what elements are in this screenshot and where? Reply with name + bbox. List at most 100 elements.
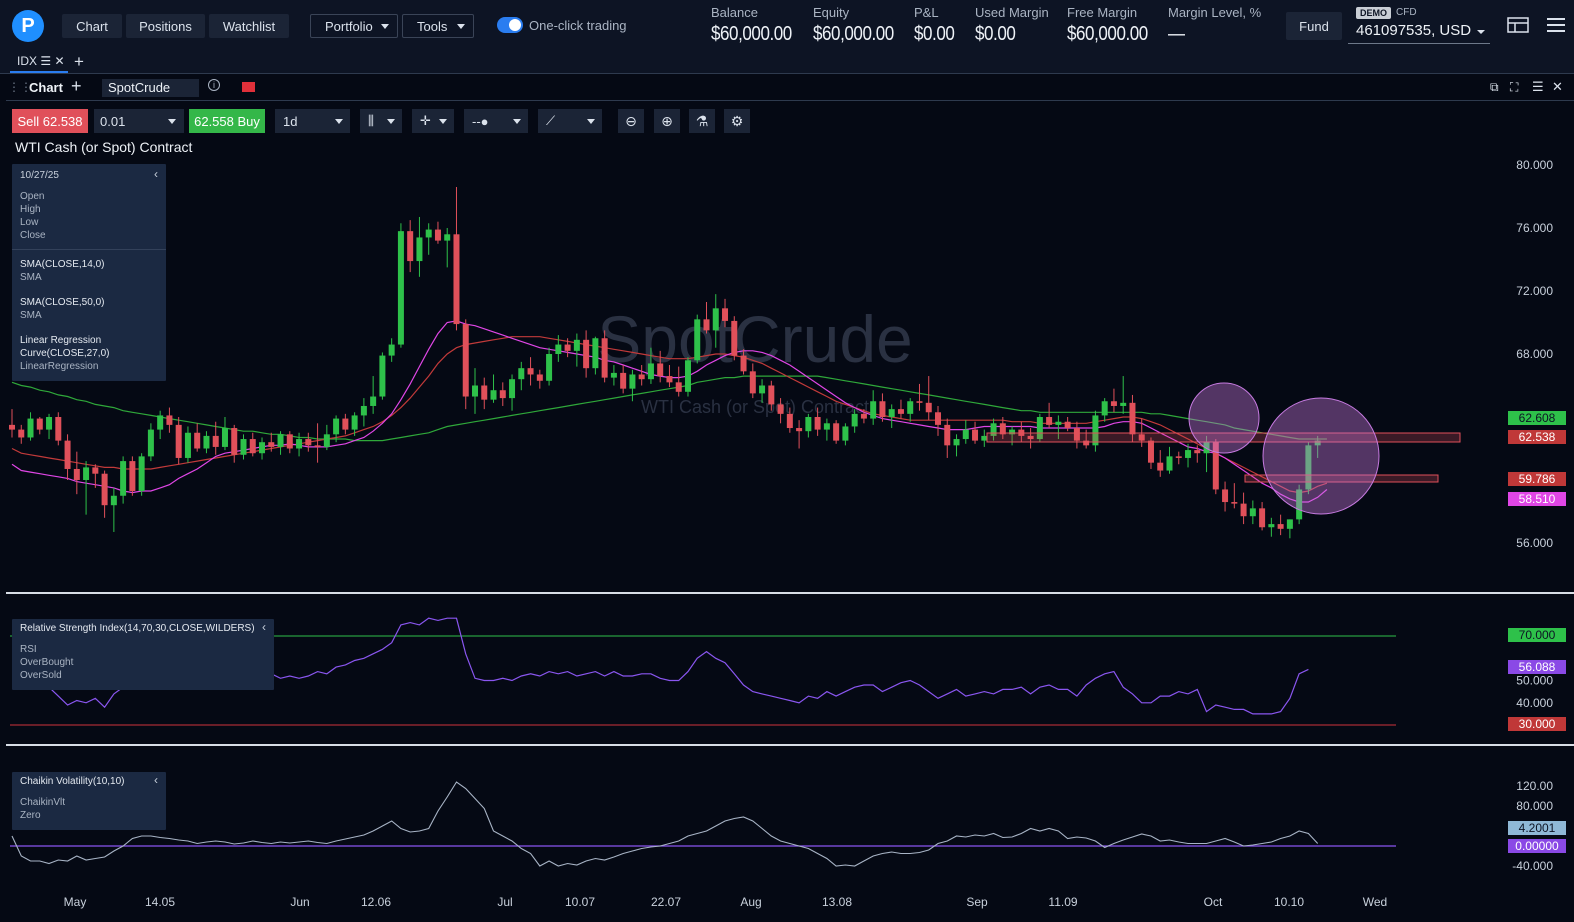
crosshair-dropdown[interactable]: ✛ — [412, 109, 454, 133]
chaikin-legend-item: ChaikinVlt — [20, 797, 66, 808]
nav-watchlist-button[interactable]: Watchlist — [209, 14, 289, 38]
candle — [46, 417, 53, 430]
add-chart-icon[interactable]: + — [71, 76, 82, 96]
app-logo[interactable]: P — [12, 10, 44, 42]
candle — [1036, 417, 1043, 440]
close-icon[interactable]: ✕ — [1552, 79, 1563, 94]
portfolio-label: Portfolio — [325, 18, 373, 34]
candle — [731, 320, 738, 356]
drag-handle-icon[interactable]: ⋮⋮ — [8, 80, 32, 94]
collapse-icon[interactable]: ‹ — [154, 167, 158, 181]
fullscreen-icon[interactable]: ⛶ — [1510, 80, 1519, 94]
candle — [425, 229, 432, 238]
account-selector[interactable]: DEMO CFD 461097535, USD — [1348, 4, 1490, 44]
chevron-down-icon — [381, 24, 389, 29]
candle — [749, 371, 756, 394]
candle — [620, 372, 627, 389]
rsi-legend-item: OverSold — [20, 670, 62, 681]
candle — [1314, 440, 1321, 446]
layout-icon[interactable] — [1507, 16, 1529, 34]
candle — [1194, 450, 1201, 454]
x-axis-tick: 10.07 — [565, 895, 595, 909]
candle — [305, 439, 312, 446]
collapse-icon[interactable]: ‹ — [154, 773, 158, 787]
info-icon[interactable]: i — [208, 79, 220, 91]
x-axis-tick: May — [64, 895, 87, 909]
candle — [925, 402, 932, 413]
fund-button[interactable]: Fund — [1286, 12, 1342, 40]
chart-tab-label[interactable]: Chart — [29, 80, 63, 95]
candle — [110, 495, 117, 506]
candle — [416, 237, 423, 262]
candle — [314, 445, 321, 447]
one-click-toggle[interactable] — [497, 17, 523, 33]
flask-icon[interactable]: ⚗ — [689, 109, 715, 133]
candle — [1138, 434, 1145, 441]
legend-sma50[interactable]: SMA(CLOSE,50,0) — [20, 297, 105, 308]
candle — [221, 428, 228, 447]
nav-positions-button[interactable]: Positions — [126, 14, 205, 38]
popout-icon[interactable]: ⧉ — [1490, 80, 1499, 94]
legend-sma14[interactable]: SMA(CLOSE,14,0) — [20, 259, 105, 270]
portfolio-dropdown[interactable]: Portfolio — [310, 14, 398, 38]
x-axis-tick: 13.08 — [822, 895, 852, 909]
candle — [9, 424, 15, 430]
nav-chart-button[interactable]: Chart — [62, 14, 122, 38]
line-style-dropdown[interactable]: --● — [464, 109, 528, 133]
candle — [777, 404, 784, 414]
symbol-input[interactable]: SpotCrude — [102, 79, 199, 97]
candle — [860, 413, 867, 419]
candle — [916, 401, 923, 403]
interval-dropdown[interactable]: 1d — [275, 109, 350, 133]
collapse-icon[interactable]: ‹ — [262, 620, 266, 634]
candle — [703, 319, 710, 331]
add-tab-icon[interactable]: + — [74, 52, 84, 71]
chart-canvas[interactable]: SpotCrude WTI Cash (or Spot) Contract 80.… — [0, 140, 1574, 922]
chevron-down-icon — [1477, 30, 1485, 34]
candle — [629, 374, 636, 389]
legend-lr-sub: LinearRegression — [20, 361, 99, 372]
one-click-label: One-click trading — [529, 18, 627, 33]
candle — [657, 363, 664, 377]
chart-title: WTI Cash (or Spot) Contract — [15, 139, 193, 155]
menu-icon[interactable] — [1546, 16, 1566, 34]
chart-menu-icon[interactable]: ☰ — [1532, 79, 1544, 94]
chaikin-legend-title[interactable]: Chaikin Volatility(10,10) — [20, 776, 125, 787]
main-legend: 10/27/25 ‹ Open High Low Close SMA(CLOSE… — [12, 164, 166, 381]
candle — [138, 456, 145, 492]
close-icon[interactable]: ✕ — [54, 54, 65, 68]
candles-icon: ⫼ — [368, 113, 374, 128]
candle — [675, 382, 682, 392]
chevron-down-icon — [587, 119, 595, 124]
rsi-legend-item: RSI — [20, 644, 37, 655]
chart-type-dropdown[interactable]: ⫼ — [360, 109, 402, 133]
price-tag-lr: 59.786 — [1508, 472, 1566, 486]
tab-menu-icon[interactable]: ☰ — [40, 54, 52, 68]
margin-level-label: Margin Level, % — [1168, 5, 1262, 20]
candle — [203, 435, 210, 449]
candle — [583, 339, 590, 369]
interval-value: 1d — [283, 113, 298, 129]
candle — [666, 376, 673, 383]
legend-lr[interactable]: Linear Regression Curve(CLOSE,27,0) — [20, 335, 110, 359]
x-axis-tick: Oct — [1204, 895, 1223, 909]
zoom-in-icon[interactable]: ⊕ — [654, 109, 680, 133]
sell-button[interactable]: Sell 62.538 — [12, 109, 88, 133]
tab-idx[interactable]: IDX ☰ ✕ — [17, 54, 65, 68]
quantity-dropdown[interactable]: 0.01 — [94, 109, 184, 133]
market-status-icon — [242, 82, 255, 92]
chevron-down-icon — [457, 24, 465, 29]
rsi-legend-title[interactable]: Relative Strength Index(14,70,30,CLOSE,W… — [20, 623, 255, 634]
settings-icon[interactable]: ⚙ — [724, 109, 750, 133]
balance-value: $60,000.00 — [711, 23, 792, 45]
candle — [546, 354, 553, 381]
zoom-out-icon[interactable]: ⊖ — [618, 109, 644, 133]
price-tag-sma50: 62.608 — [1508, 411, 1566, 425]
candle — [879, 401, 886, 417]
tools-dropdown[interactable]: Tools — [402, 14, 474, 38]
buy-button[interactable]: 62.558 Buy — [189, 109, 265, 133]
highlight-circle — [1188, 382, 1260, 454]
candle — [694, 319, 701, 361]
drawing-tool-dropdown[interactable]: ⟋ — [538, 109, 602, 133]
pnl-value: $0.00 — [914, 23, 955, 45]
